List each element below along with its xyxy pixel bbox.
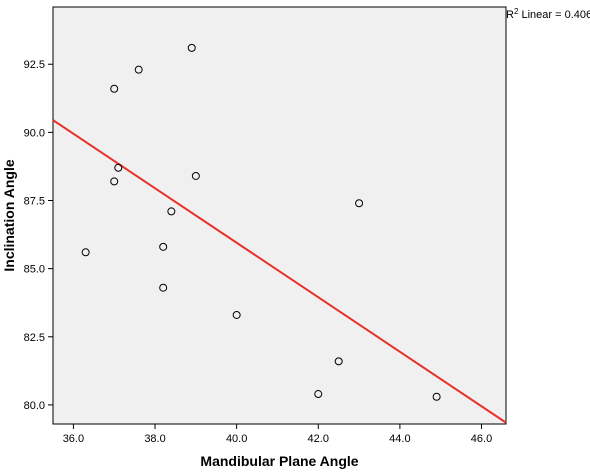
- r2-prefix: R: [506, 9, 514, 21]
- x-tick-label: 40.0: [226, 433, 247, 445]
- data-point: [167, 207, 176, 216]
- y-tick-label: 82.5: [24, 332, 45, 344]
- data-point: [187, 43, 196, 52]
- r2-superscript: 2: [514, 7, 519, 16]
- r2-text: Linear = 0.406: [518, 9, 590, 21]
- data-point: [110, 177, 119, 186]
- y-tick-label: 90.0: [24, 127, 45, 139]
- data-point: [81, 248, 90, 257]
- data-point: [314, 390, 323, 399]
- y-tick-label: 80.0: [24, 400, 45, 412]
- data-point: [191, 171, 200, 180]
- x-tick-label: 42.0: [308, 433, 329, 445]
- plot-area: [52, 6, 507, 425]
- r2-annotation: R2 Linear = 0.406: [506, 7, 590, 22]
- y-tick-label: 87.5: [24, 196, 45, 208]
- data-point: [159, 283, 168, 292]
- data-point: [355, 199, 364, 208]
- data-point: [432, 392, 441, 401]
- x-tick-label: 36.0: [63, 433, 84, 445]
- data-point: [232, 310, 241, 319]
- data-point: [134, 65, 143, 74]
- data-point: [159, 242, 168, 251]
- x-axis-title: Mandibular Plane Angle: [200, 453, 358, 469]
- data-point: [114, 163, 123, 172]
- x-tick-label: 46.0: [471, 433, 492, 445]
- data-point: [334, 357, 343, 366]
- x-tick-label: 38.0: [144, 433, 165, 445]
- data-point: [110, 84, 119, 93]
- y-tick-label: 85.0: [24, 264, 45, 276]
- y-tick-label: 92.5: [24, 59, 45, 71]
- y-axis-title: Inclination Angle: [1, 159, 17, 271]
- x-tick-label: 44.0: [389, 433, 410, 445]
- fit-line: [52, 119, 507, 424]
